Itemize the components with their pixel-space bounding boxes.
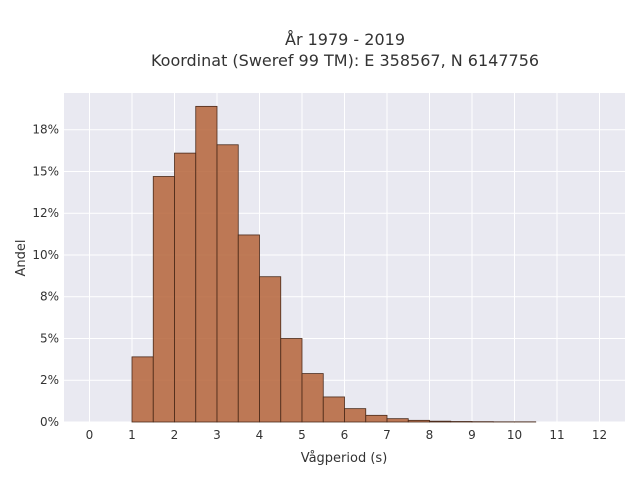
y-tick-label: 5% xyxy=(40,331,59,345)
histogram-bar xyxy=(301,373,324,423)
y-tick-label: 0% xyxy=(40,415,59,429)
x-tick-label: 4 xyxy=(256,428,264,442)
histogram-bar xyxy=(365,414,388,423)
y-tick-label: 18% xyxy=(32,123,59,137)
x-tick-label: 8 xyxy=(426,428,434,442)
histogram-bar xyxy=(131,356,154,423)
x-tick-label: 9 xyxy=(468,428,476,442)
x-axis-label: Vågperiod (s) xyxy=(301,451,388,466)
x-tick-label: 1 xyxy=(128,428,136,442)
x-tick-label: 12 xyxy=(592,428,607,442)
histogram-bar xyxy=(259,276,282,423)
y-tick-label: 8% xyxy=(40,290,59,304)
x-tick-label: 0 xyxy=(86,428,94,442)
histogram-bar xyxy=(174,152,197,423)
histogram-bar xyxy=(429,420,452,423)
histogram-bar xyxy=(450,421,473,423)
x-tick-label: 10 xyxy=(507,428,522,442)
x-tick-labels: 0 1 2 3 4 5 6 7 8 9 10 11 12 xyxy=(86,428,607,442)
x-tick-label: 2 xyxy=(171,428,179,442)
chart-title-line-1: År 1979 - 2019 xyxy=(285,30,405,49)
y-axis-label: Andel xyxy=(14,240,29,277)
histogram-bar xyxy=(322,396,345,423)
histogram-bar xyxy=(237,234,260,423)
x-tick-label: 6 xyxy=(341,428,349,442)
x-tick-label: 11 xyxy=(549,428,564,442)
histogram-bar xyxy=(152,176,175,423)
x-tick-label: 7 xyxy=(383,428,391,442)
histogram-bars xyxy=(131,105,537,423)
x-tick-label: 3 xyxy=(213,428,221,442)
histogram-bar xyxy=(195,105,218,423)
histogram-bar xyxy=(386,418,409,423)
y-tick-label: 2% xyxy=(40,373,59,387)
histogram-bar xyxy=(344,408,367,423)
x-tick-label: 5 xyxy=(298,428,306,442)
y-tick-label: 10% xyxy=(32,248,59,262)
histogram-bar xyxy=(280,338,303,423)
y-tick-label: 12% xyxy=(32,206,59,220)
histogram-bar xyxy=(216,144,239,423)
y-tick-labels: 0% 2% 5% 8% 10% 12% 15% 18% xyxy=(32,123,59,429)
chart-title-line-2: Koordinat (Sweref 99 TM): E 358567, N 61… xyxy=(151,51,539,70)
y-tick-label: 15% xyxy=(32,164,59,178)
histogram-bar xyxy=(407,419,430,423)
